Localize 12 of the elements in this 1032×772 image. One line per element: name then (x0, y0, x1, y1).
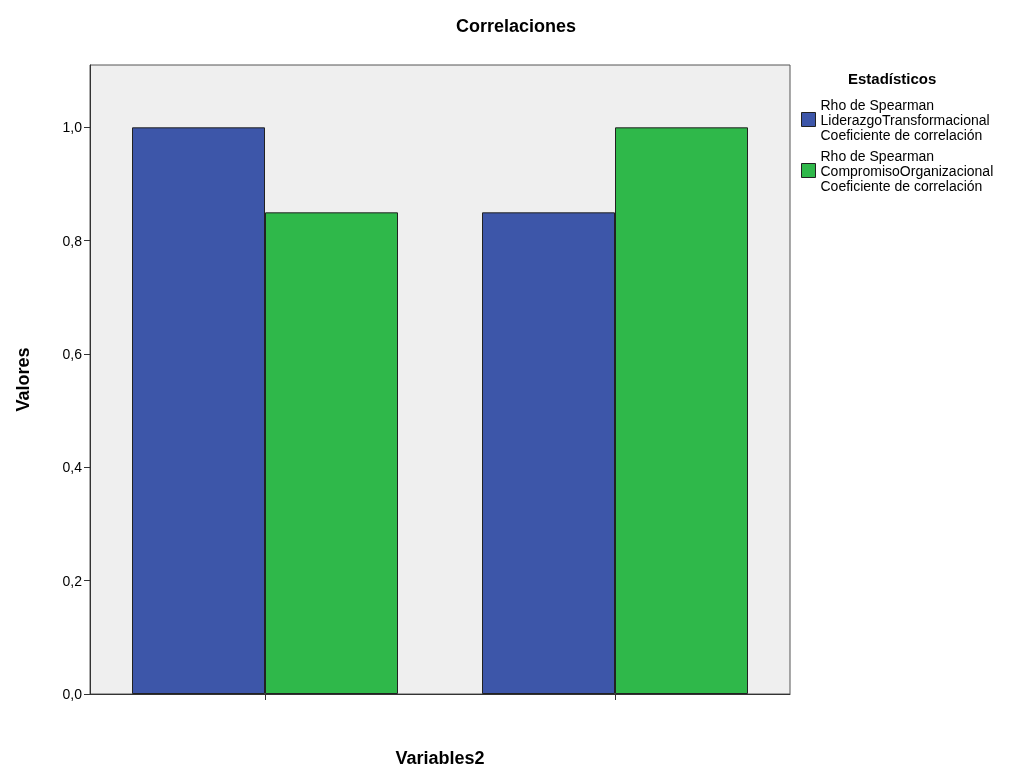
legend-label: Rho de Spearman LiderazgoTransformacional Coeficiente de correlación (820, 96, 990, 143)
y-tick-label: 0,6 (62, 346, 83, 362)
y-tick-label: 0,0 (62, 686, 83, 702)
legend-label: Rho de Spearman CompromisoOrganizacional Coeficiente de correlación (820, 147, 994, 194)
x-axis-title: Variables2 (395, 748, 485, 768)
y-tick-label: 1,0 (62, 119, 83, 136)
chart-title: Correlaciones (455, 16, 577, 36)
legend-title: Estadísticos (848, 70, 937, 87)
y-axis-title: Valores (13, 347, 33, 412)
y-tick-label: 0,8 (62, 232, 83, 249)
y-tick-label: 0,2 (62, 572, 83, 589)
y-tick-label: 0,4 (62, 459, 83, 476)
